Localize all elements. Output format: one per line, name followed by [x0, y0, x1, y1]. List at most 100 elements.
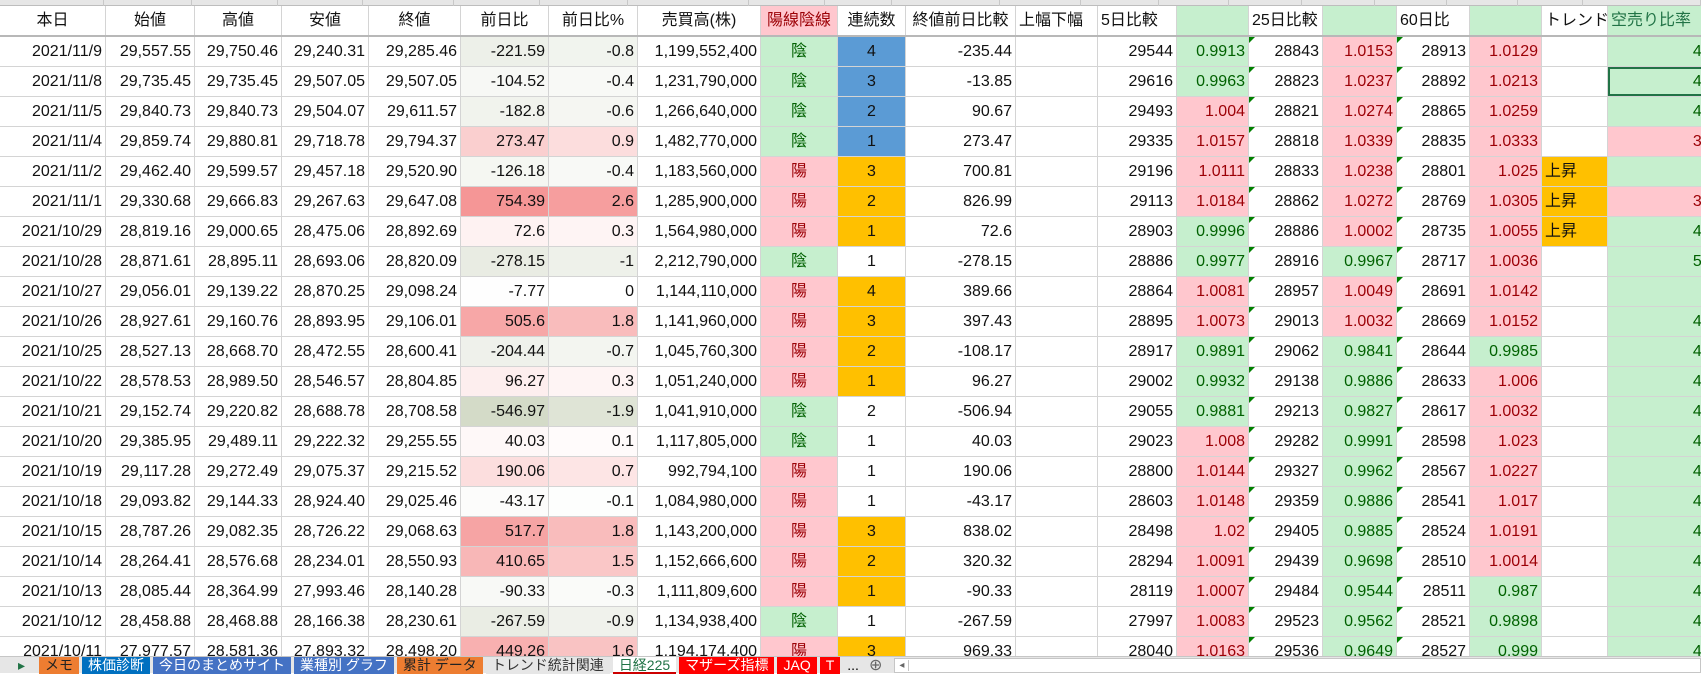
cell-close-diff-compare[interactable]: 72.6	[906, 217, 1016, 246]
sheet-tab[interactable]: メモ	[39, 656, 80, 674]
cell-ma25-ratio[interactable]: 1.0274	[1323, 97, 1397, 126]
cell-trend[interactable]	[1542, 97, 1608, 126]
cell-close[interactable]: 29,025.46	[369, 487, 461, 516]
cell-streak[interactable]: 2	[838, 187, 906, 216]
cell-close-diff-compare[interactable]: -235.44	[906, 37, 1016, 66]
cell-change-pct[interactable]: -0.4	[549, 157, 638, 186]
cell-close-diff-compare[interactable]: 40.03	[906, 427, 1016, 456]
header-trend[interactable]: トレンド	[1542, 6, 1608, 35]
cell-range[interactable]	[1016, 577, 1098, 606]
cell-streak[interactable]: 2	[838, 547, 906, 576]
cell-date[interactable]: 2021/10/19	[0, 457, 106, 486]
cell-ma60[interactable]: 28510	[1397, 547, 1470, 576]
header-close[interactable]: 終値	[369, 6, 461, 35]
cell-candle[interactable]: 陰	[761, 397, 838, 426]
cell-ma60[interactable]: 28524	[1397, 517, 1470, 546]
cell-ma60-ratio[interactable]: 1.0152	[1470, 307, 1542, 336]
cell-date[interactable]: 2021/11/4	[0, 127, 106, 156]
cell-ma5[interactable]: 28498	[1098, 517, 1177, 546]
cell-ma5-ratio[interactable]: 0.9932	[1177, 367, 1249, 396]
cell-ma60-ratio[interactable]: 1.0259	[1470, 97, 1542, 126]
cell-short-ratio[interactable]: 40.3	[1608, 67, 1701, 96]
cell-volume[interactable]: 1,564,980,000	[638, 217, 761, 246]
cell-candle[interactable]: 陽	[761, 337, 838, 366]
sheet-tab[interactable]: マザーズ指標	[679, 656, 775, 674]
cell-change-pct[interactable]: -0.1	[549, 487, 638, 516]
cell-close-diff-compare[interactable]: 838.02	[906, 517, 1016, 546]
cell-volume[interactable]: 1,041,910,000	[638, 397, 761, 426]
cell-short-ratio[interactable]: 47.5	[1608, 367, 1701, 396]
cell-candle[interactable]: 陽	[761, 157, 838, 186]
cell-short-ratio[interactable]: 40.1	[1608, 217, 1701, 246]
cell-change-pct[interactable]: 0.7	[549, 457, 638, 486]
cell-change-pct[interactable]: 0.9	[549, 127, 638, 156]
cell-change-pct[interactable]: -1	[549, 247, 638, 276]
cell-ma25-ratio[interactable]: 0.9544	[1323, 577, 1397, 606]
cell-close-diff-compare[interactable]: 389.66	[906, 277, 1016, 306]
cell-close-diff-compare[interactable]: -13.85	[906, 67, 1016, 96]
cell-ma60-ratio[interactable]: 1.0032	[1470, 397, 1542, 426]
cell-high[interactable]: 28,668.70	[195, 337, 282, 366]
cell-low[interactable]: 29,222.32	[282, 427, 369, 456]
cell-streak[interactable]: 4	[838, 37, 906, 66]
cell-change[interactable]: -267.59	[461, 607, 549, 636]
cell-streak[interactable]: 1	[838, 367, 906, 396]
cell-streak[interactable]: 2	[838, 397, 906, 426]
cell-range[interactable]	[1016, 307, 1098, 336]
cell-streak[interactable]: 3	[838, 307, 906, 336]
cell-ma25-ratio[interactable]: 0.9649	[1323, 637, 1397, 656]
sheet-tab[interactable]: 業種別 グラフ	[294, 656, 394, 674]
cell-candle[interactable]: 陽	[761, 457, 838, 486]
cell-volume[interactable]: 1,117,805,000	[638, 427, 761, 456]
cell-close[interactable]: 28,230.61	[369, 607, 461, 636]
cell-range[interactable]	[1016, 547, 1098, 576]
cell-change-pct[interactable]: 0.3	[549, 367, 638, 396]
cell-streak[interactable]: 1	[838, 457, 906, 486]
cell-high[interactable]: 29,160.76	[195, 307, 282, 336]
cell-ma5-ratio[interactable]: 1.0184	[1177, 187, 1249, 216]
cell-ma5-ratio[interactable]: 1.0144	[1177, 457, 1249, 486]
cell-ma25[interactable]: 28957	[1249, 277, 1323, 306]
cell-low[interactable]: 28,234.01	[282, 547, 369, 576]
cell-short-ratio[interactable]: 44.1	[1608, 337, 1701, 366]
cell-open[interactable]: 28,927.61	[106, 307, 195, 336]
cell-high[interactable]: 29,220.82	[195, 397, 282, 426]
cell-low[interactable]: 28,693.06	[282, 247, 369, 276]
cell-close[interactable]: 28,550.93	[369, 547, 461, 576]
cell-short-ratio[interactable]: 41.1	[1608, 427, 1701, 456]
cell-trend[interactable]	[1542, 307, 1608, 336]
cell-date[interactable]: 2021/11/1	[0, 187, 106, 216]
cell-candle[interactable]: 陽	[761, 307, 838, 336]
cell-change-pct[interactable]: 0.1	[549, 427, 638, 456]
cell-low[interactable]: 28,688.78	[282, 397, 369, 426]
cell-ma60[interactable]: 28527	[1397, 637, 1470, 656]
cell-change-pct[interactable]: -0.4	[549, 67, 638, 96]
cell-volume[interactable]: 1,144,110,000	[638, 277, 761, 306]
cell-close[interactable]: 28,820.09	[369, 247, 461, 276]
cell-ma25-ratio[interactable]: 0.9562	[1323, 607, 1397, 636]
cell-trend[interactable]	[1542, 67, 1608, 96]
cell-high[interactable]: 29,144.33	[195, 487, 282, 516]
cell-ma25-ratio[interactable]: 0.9885	[1323, 517, 1397, 546]
cell-low[interactable]: 28,870.25	[282, 277, 369, 306]
cell-ma5-ratio[interactable]: 1.0073	[1177, 307, 1249, 336]
cell-close[interactable]: 28,600.41	[369, 337, 461, 366]
cell-ma5-ratio[interactable]: 0.9963	[1177, 67, 1249, 96]
cell-ma60[interactable]: 28598	[1397, 427, 1470, 456]
cell-high[interactable]: 29,082.35	[195, 517, 282, 546]
cell-range[interactable]	[1016, 487, 1098, 516]
cell-close[interactable]: 28,804.85	[369, 367, 461, 396]
cell-ma25[interactable]: 29523	[1249, 607, 1323, 636]
cell-ma25[interactable]: 28823	[1249, 67, 1323, 96]
cell-ma60-ratio[interactable]: 0.999	[1470, 637, 1542, 656]
cell-ma5[interactable]: 28895	[1098, 307, 1177, 336]
cell-ma60-ratio[interactable]: 1.0227	[1470, 457, 1542, 486]
cell-streak[interactable]: 1	[838, 577, 906, 606]
sheet-tab[interactable]: 株価診断	[82, 656, 151, 674]
cell-ma5[interactable]: 28119	[1098, 577, 1177, 606]
cell-short-ratio[interactable]: 54.2	[1608, 247, 1701, 276]
cell-high[interactable]: 28,364.99	[195, 577, 282, 606]
cell-ma25-ratio[interactable]: 1.0237	[1323, 67, 1397, 96]
sheet-tab[interactable]: 日経225	[612, 656, 677, 674]
cell-range[interactable]	[1016, 397, 1098, 426]
